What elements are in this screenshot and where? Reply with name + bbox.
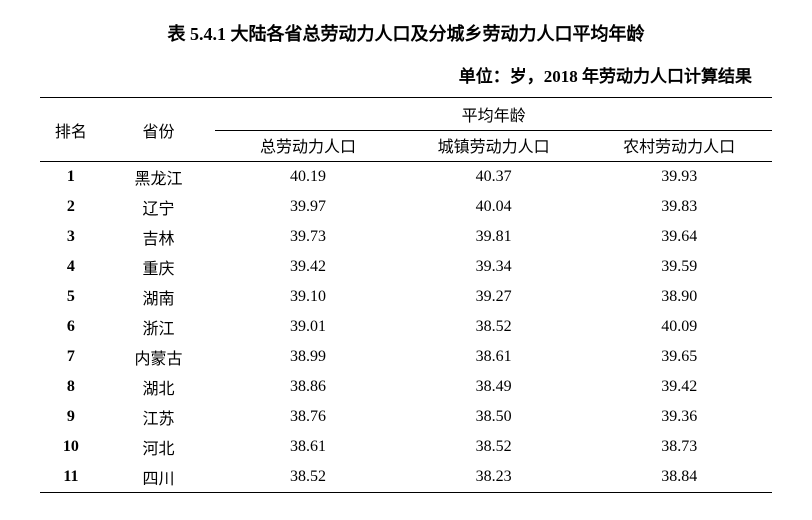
table-row: 8湖北38.8638.4939.42 [40, 372, 772, 402]
cell-urban: 38.52 [401, 312, 587, 342]
cell-rank: 6 [40, 312, 102, 342]
cell-total: 39.73 [215, 222, 401, 252]
cell-rank: 10 [40, 432, 102, 462]
table-subtitle: 单位：岁，2018 年劳动力人口计算结果 [40, 62, 772, 87]
cell-total: 38.52 [215, 462, 401, 493]
cell-total: 39.97 [215, 192, 401, 222]
cell-rural: 39.93 [586, 162, 772, 193]
cell-rank: 8 [40, 372, 102, 402]
cell-rural: 39.59 [586, 252, 772, 282]
cell-province: 重庆 [102, 252, 215, 282]
header-rural-labor: 农村劳动力人口 [586, 131, 772, 162]
header-province: 省份 [102, 98, 215, 162]
cell-total: 38.99 [215, 342, 401, 372]
cell-total: 38.86 [215, 372, 401, 402]
cell-rank: 7 [40, 342, 102, 372]
cell-province: 江苏 [102, 402, 215, 432]
cell-rural: 38.73 [586, 432, 772, 462]
table-row: 1黑龙江40.1940.3739.93 [40, 162, 772, 193]
cell-urban: 40.04 [401, 192, 587, 222]
cell-total: 38.76 [215, 402, 401, 432]
table-title: 表 5.4.1 大陆各省总劳动力人口及分城乡劳动力人口平均年龄 [40, 20, 772, 46]
cell-rural: 39.83 [586, 192, 772, 222]
table-body: 1黑龙江40.1940.3739.932辽宁39.9740.0439.833吉林… [40, 162, 772, 493]
header-urban-labor: 城镇劳动力人口 [401, 131, 587, 162]
cell-total: 39.01 [215, 312, 401, 342]
cell-province: 内蒙古 [102, 342, 215, 372]
cell-urban: 38.61 [401, 342, 587, 372]
cell-urban: 39.27 [401, 282, 587, 312]
table-row: 4重庆39.4239.3439.59 [40, 252, 772, 282]
cell-province: 河北 [102, 432, 215, 462]
cell-total: 39.10 [215, 282, 401, 312]
cell-urban: 38.50 [401, 402, 587, 432]
header-total-labor: 总劳动力人口 [215, 131, 401, 162]
labor-age-table: 排名 省份 平均年龄 总劳动力人口 城镇劳动力人口 农村劳动力人口 1黑龙江40… [40, 97, 772, 493]
cell-rural: 39.36 [586, 402, 772, 432]
table-row: 9江苏38.7638.5039.36 [40, 402, 772, 432]
cell-rank: 3 [40, 222, 102, 252]
table-row: 5湖南39.1039.2738.90 [40, 282, 772, 312]
cell-province: 辽宁 [102, 192, 215, 222]
cell-rank: 1 [40, 162, 102, 193]
cell-rural: 39.42 [586, 372, 772, 402]
cell-rank: 9 [40, 402, 102, 432]
table-row: 6浙江39.0138.5240.09 [40, 312, 772, 342]
cell-rural: 40.09 [586, 312, 772, 342]
cell-urban: 39.34 [401, 252, 587, 282]
cell-urban: 40.37 [401, 162, 587, 193]
cell-urban: 38.49 [401, 372, 587, 402]
table-row: 2辽宁39.9740.0439.83 [40, 192, 772, 222]
cell-rank: 2 [40, 192, 102, 222]
cell-province: 浙江 [102, 312, 215, 342]
table-row: 10河北38.6138.5238.73 [40, 432, 772, 462]
cell-rural: 38.84 [586, 462, 772, 493]
cell-rank: 11 [40, 462, 102, 493]
cell-rural: 39.65 [586, 342, 772, 372]
cell-rank: 5 [40, 282, 102, 312]
cell-province: 湖南 [102, 282, 215, 312]
header-rank: 排名 [40, 98, 102, 162]
cell-rank: 4 [40, 252, 102, 282]
cell-province: 吉林 [102, 222, 215, 252]
cell-province: 湖北 [102, 372, 215, 402]
cell-urban: 38.23 [401, 462, 587, 493]
table-row: 11四川38.5238.2338.84 [40, 462, 772, 493]
cell-province: 黑龙江 [102, 162, 215, 193]
cell-urban: 39.81 [401, 222, 587, 252]
cell-rural: 38.90 [586, 282, 772, 312]
cell-urban: 38.52 [401, 432, 587, 462]
table-row: 3吉林39.7339.8139.64 [40, 222, 772, 252]
cell-total: 40.19 [215, 162, 401, 193]
cell-total: 38.61 [215, 432, 401, 462]
cell-total: 39.42 [215, 252, 401, 282]
cell-province: 四川 [102, 462, 215, 493]
header-group-avg-age: 平均年龄 [215, 98, 772, 131]
cell-rural: 39.64 [586, 222, 772, 252]
table-row: 7内蒙古38.9938.6139.65 [40, 342, 772, 372]
